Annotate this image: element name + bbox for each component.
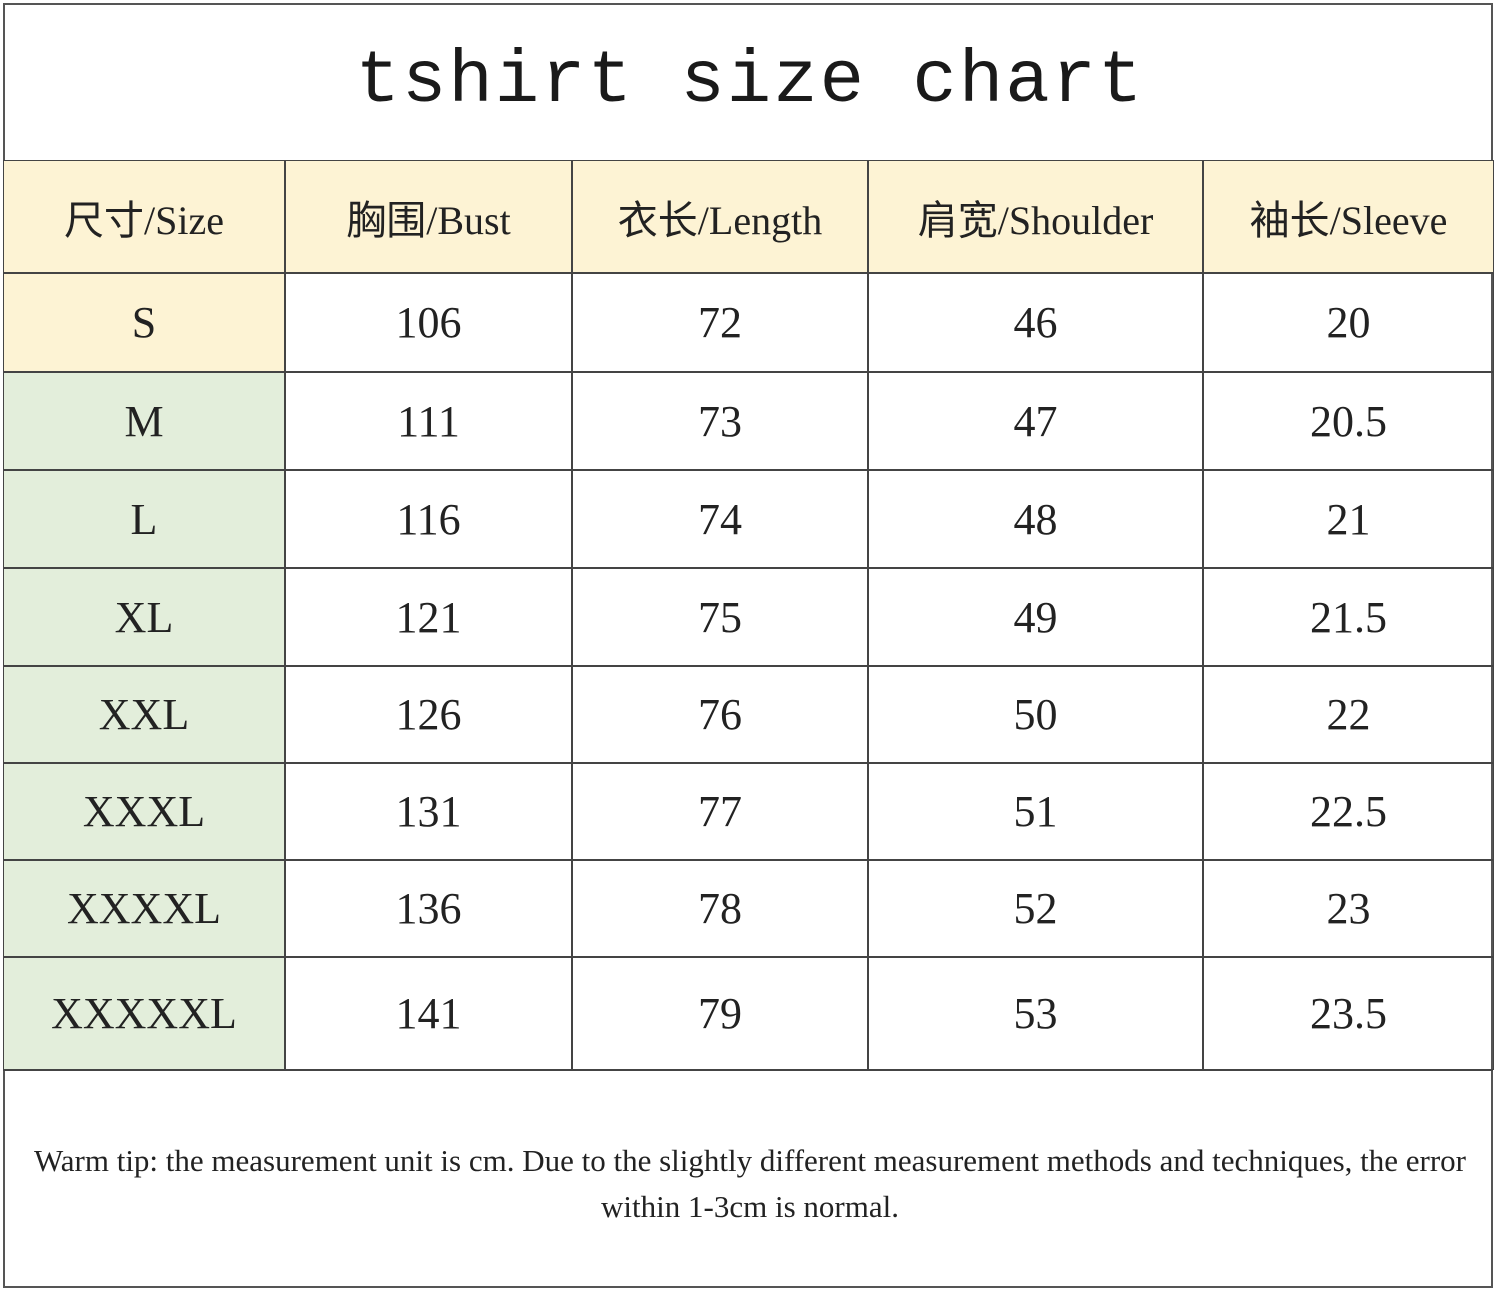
measurement: 106	[285, 273, 572, 372]
measurement: 53	[868, 957, 1203, 1070]
measurement: 48	[868, 470, 1203, 568]
column-header: 肩宽/Shoulder	[868, 160, 1203, 273]
size-label: S	[3, 273, 285, 372]
measurement: 22.5	[1203, 763, 1494, 860]
measurement: 22	[1203, 666, 1494, 763]
size-label: XL	[3, 568, 285, 666]
measurement: 21	[1203, 470, 1494, 568]
size-label: M	[3, 372, 285, 470]
measurement: 73	[572, 372, 868, 470]
measurement: 126	[285, 666, 572, 763]
size-label: XXXXXL	[3, 957, 285, 1070]
column-header: 衣长/Length	[572, 160, 868, 273]
measurement: 76	[572, 666, 868, 763]
measurement: 111	[285, 372, 572, 470]
measurement: 78	[572, 860, 868, 957]
measurement: 131	[285, 763, 572, 860]
measurement: 79	[572, 957, 868, 1070]
measurement: 136	[285, 860, 572, 957]
measurement: 20.5	[1203, 372, 1494, 470]
measurement: 20	[1203, 273, 1494, 372]
measurement: 52	[868, 860, 1203, 957]
measurement: 116	[285, 470, 572, 568]
measurement: 50	[868, 666, 1203, 763]
measurement: 77	[572, 763, 868, 860]
measurement: 75	[572, 568, 868, 666]
size-label: L	[3, 470, 285, 568]
size-label: XXXL	[3, 763, 285, 860]
measurement: 46	[868, 273, 1203, 372]
measurement: 21.5	[1203, 568, 1494, 666]
column-header: 尺寸/Size	[3, 160, 285, 273]
measurement: 51	[868, 763, 1203, 860]
measurement: 47	[868, 372, 1203, 470]
measurement: 72	[572, 273, 868, 372]
column-header: 袖长/Sleeve	[1203, 160, 1494, 273]
column-header: 胸围/Bust	[285, 160, 572, 273]
measurement: 141	[285, 957, 572, 1070]
size-label: XXL	[3, 666, 285, 763]
measurement: 49	[868, 568, 1203, 666]
measurement: 121	[285, 568, 572, 666]
measurement: 23.5	[1203, 957, 1494, 1070]
title: tshirt size chart	[355, 40, 1145, 124]
note: Warm tip: the measurement unit is cm. Du…	[33, 1143, 1466, 1224]
measurement: 74	[572, 470, 868, 568]
size-label: XXXXL	[3, 860, 285, 957]
measurement: 23	[1203, 860, 1494, 957]
table-bottom-rule	[3, 1069, 1493, 1071]
